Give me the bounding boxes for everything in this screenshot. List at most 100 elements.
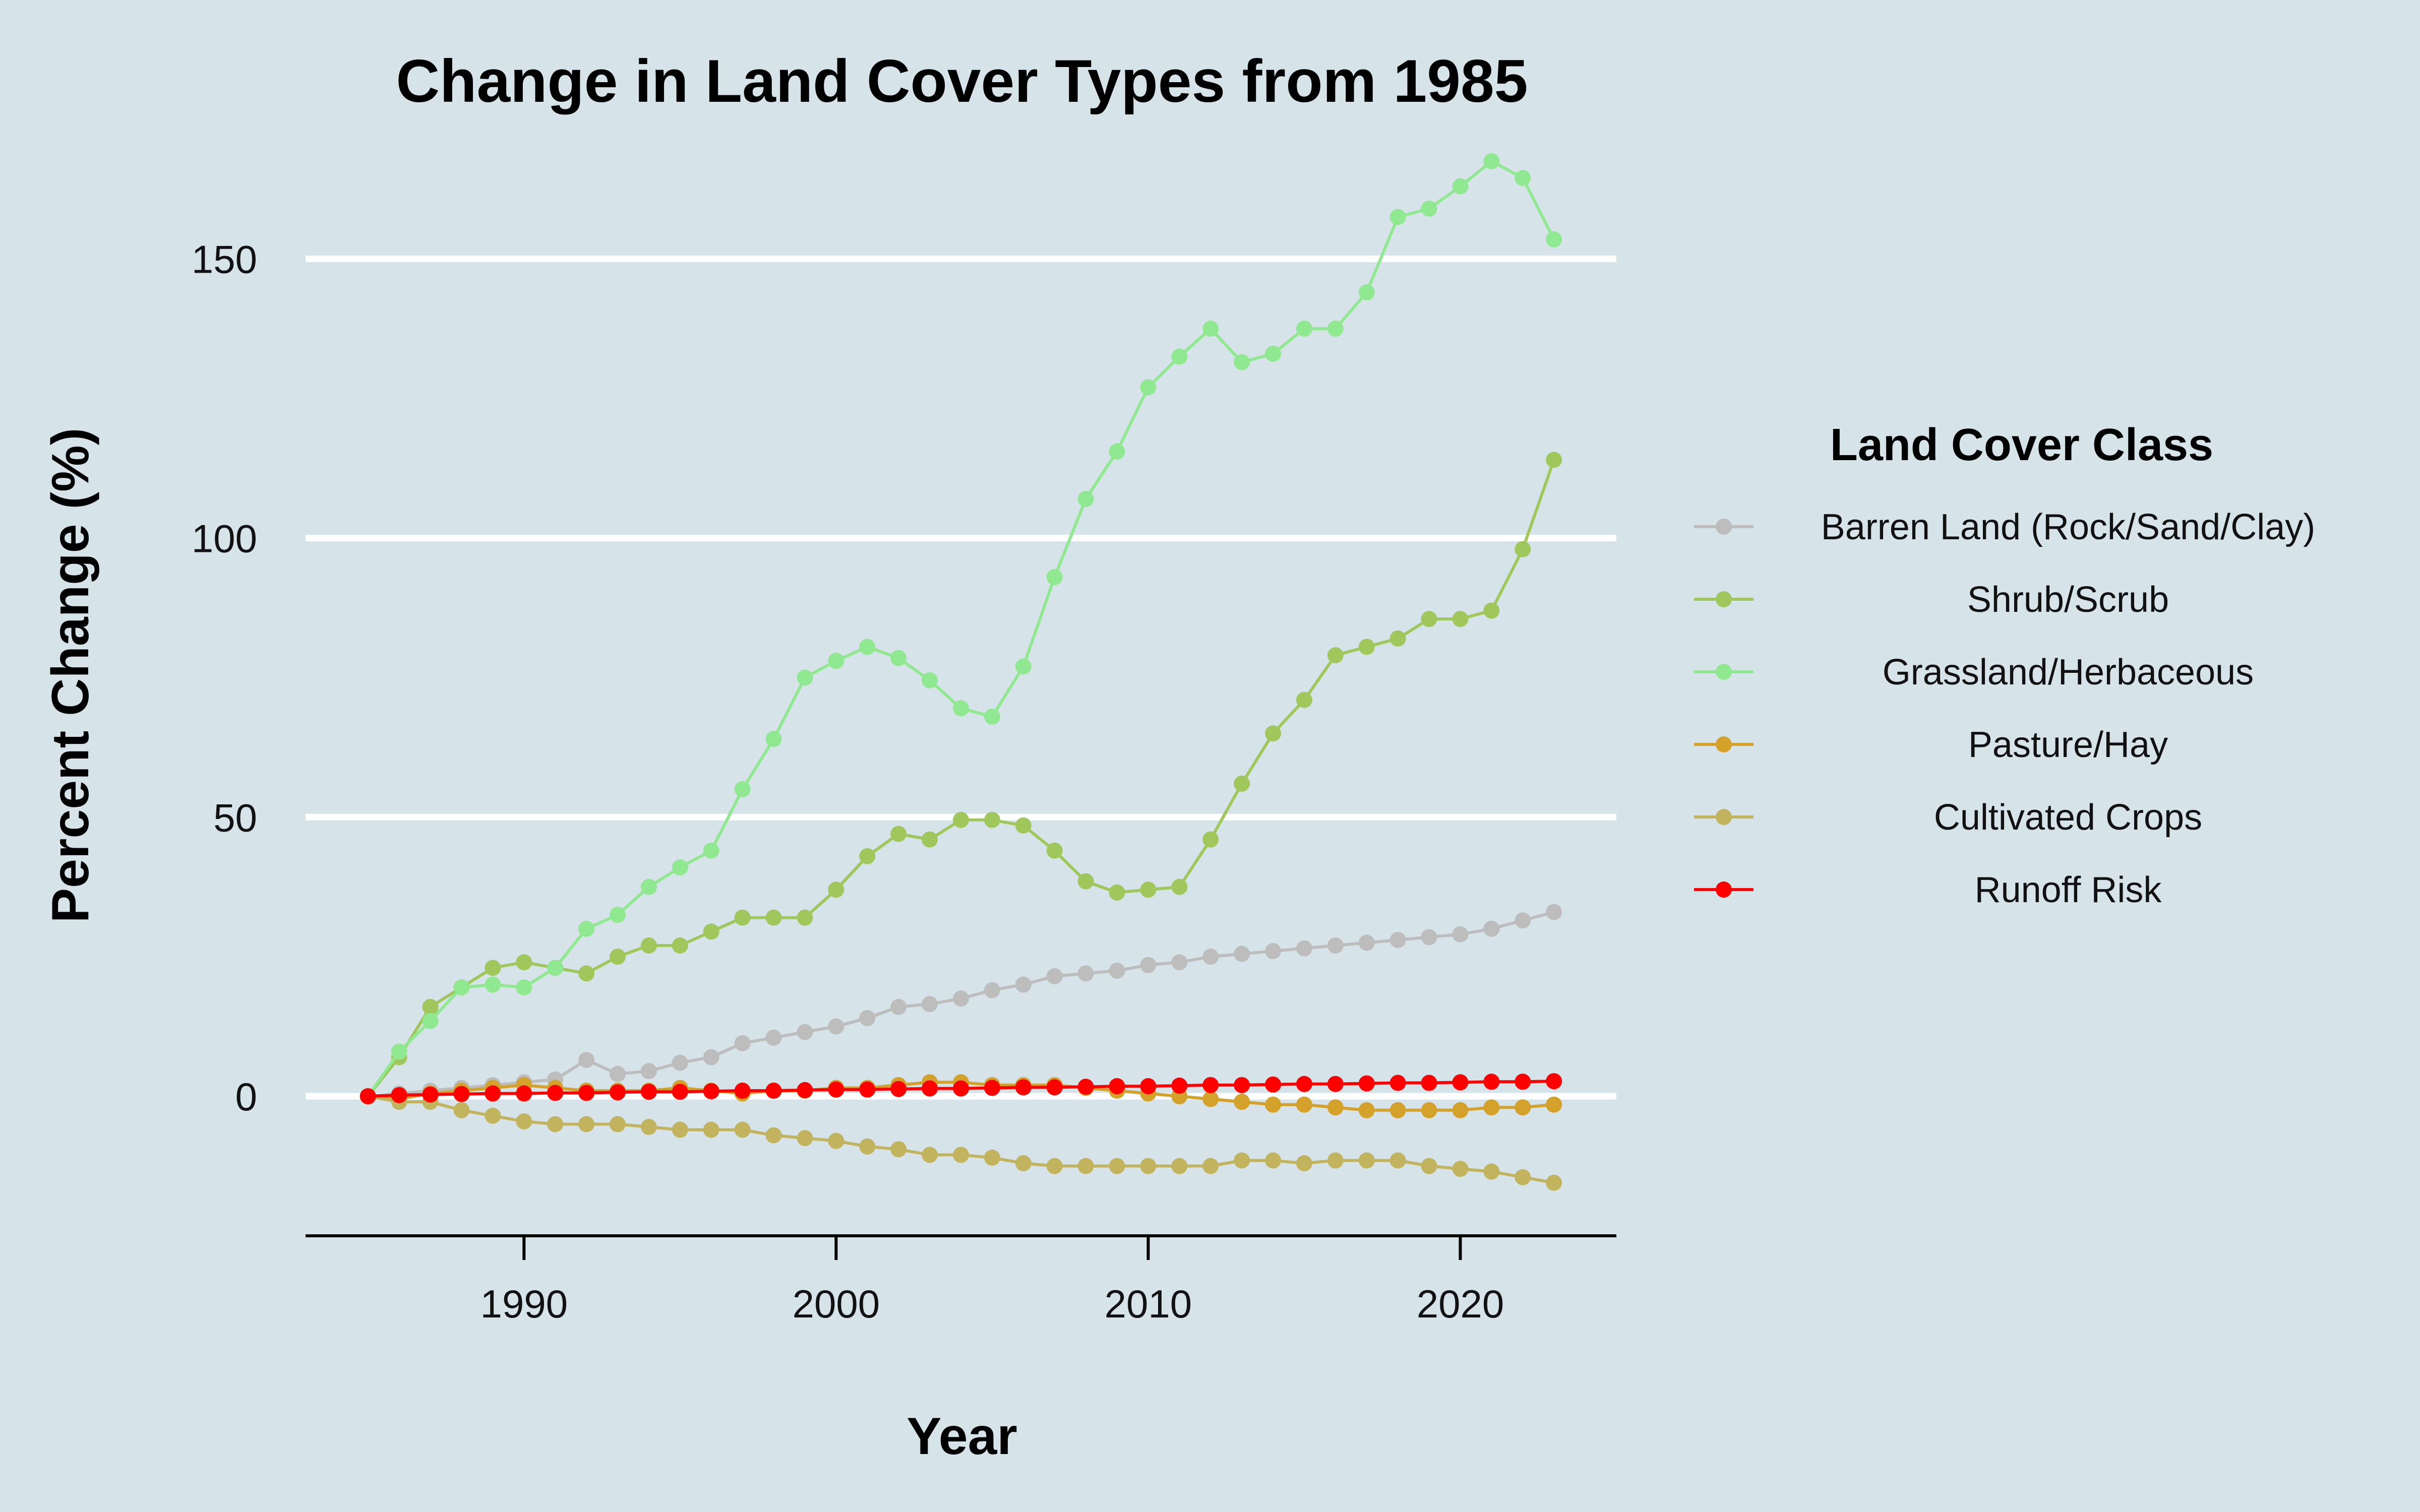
data-point (1452, 1074, 1469, 1091)
data-point (734, 1083, 751, 1099)
data-point (922, 831, 938, 848)
data-point (1296, 1096, 1312, 1113)
data-point (485, 960, 501, 976)
data-point (1546, 904, 1562, 920)
data-point (922, 1080, 938, 1097)
data-point (984, 982, 1000, 998)
data-point (859, 1010, 876, 1027)
data-point (453, 979, 470, 996)
data-point (1483, 602, 1500, 619)
data-point (1077, 490, 1094, 507)
data-point (610, 1065, 626, 1082)
data-point (922, 996, 938, 1013)
data-point (1234, 1077, 1250, 1093)
data-point (1389, 1152, 1406, 1169)
data-point (422, 998, 439, 1015)
data-point (1483, 153, 1500, 169)
data-point (1515, 541, 1531, 557)
data-point (1389, 931, 1406, 948)
data-point (1234, 1094, 1250, 1110)
data-point (890, 998, 907, 1015)
data-point (1015, 817, 1032, 834)
data-point (797, 1024, 813, 1040)
data-point (1202, 1158, 1219, 1174)
data-point (1171, 1078, 1188, 1094)
data-point (890, 826, 907, 842)
data-point (1421, 1102, 1437, 1118)
data-point (1358, 639, 1375, 655)
data-point (547, 1085, 564, 1101)
data-point (1077, 1158, 1094, 1174)
data-point (828, 1132, 844, 1149)
data-point (1234, 1152, 1250, 1169)
data-point (1140, 379, 1157, 396)
data-point (1202, 1077, 1219, 1093)
data-point (1327, 1152, 1344, 1169)
data-point (485, 1107, 501, 1124)
data-point (765, 1127, 782, 1144)
data-point (734, 909, 751, 926)
data-point (1515, 1074, 1531, 1090)
y-tick-label: 0 (235, 1075, 257, 1119)
data-point (1358, 1152, 1375, 1169)
data-point (703, 923, 719, 940)
data-point (610, 1084, 626, 1101)
data-point (610, 949, 626, 965)
data-point (1546, 1073, 1562, 1090)
data-point (1421, 611, 1437, 627)
data-point (1483, 1074, 1500, 1090)
data-point (422, 1013, 439, 1029)
y-tick-label: 150 (192, 237, 257, 282)
data-point (1171, 1158, 1188, 1174)
data-point (1358, 1102, 1375, 1118)
data-point (1234, 946, 1250, 962)
data-point (578, 1052, 595, 1068)
data-point (1452, 1102, 1469, 1118)
data-point (984, 1080, 1000, 1096)
legend-label: Barren Land (Rock/Sand/Clay) (1821, 507, 2315, 547)
data-point (610, 1116, 626, 1132)
data-point (1421, 1075, 1437, 1091)
series-group (359, 1073, 1562, 1105)
data-point (922, 1147, 938, 1163)
data-point (1421, 1158, 1437, 1174)
data-point (1358, 934, 1375, 951)
data-point (890, 1081, 907, 1097)
legend-label: Shrub/Scrub (1967, 580, 2169, 620)
y-axis-ticks: 0 50 100 150 (192, 237, 257, 1119)
data-point (1296, 691, 1312, 708)
data-point (859, 1138, 876, 1155)
legend-label: Cultivated Crops (1934, 797, 2202, 838)
data-point (859, 848, 876, 864)
data-point (1077, 873, 1094, 890)
x-axis-ticks: 1990 2000 2010 2020 (480, 1236, 1504, 1326)
data-point (1296, 940, 1312, 957)
data-point (1389, 209, 1406, 225)
legend-key-point (1716, 664, 1732, 680)
data-point (672, 1054, 688, 1071)
data-point (640, 1084, 657, 1100)
legend-label: Pasture/Hay (1968, 725, 2168, 765)
legend-key-point (1716, 591, 1732, 607)
data-point (1358, 284, 1375, 301)
data-point (1109, 1158, 1125, 1174)
data-point (672, 1084, 688, 1100)
data-point (797, 669, 813, 686)
data-point (1109, 1078, 1125, 1095)
data-point (1202, 1091, 1219, 1107)
data-point (640, 878, 657, 895)
y-tick-label: 100 (192, 516, 257, 560)
data-point (1546, 452, 1562, 468)
data-point (1046, 1079, 1063, 1096)
y-axis-title: Percent Change (%) (41, 428, 100, 923)
data-point (640, 1119, 657, 1136)
data-point (547, 1116, 564, 1132)
legend-key-point (1716, 809, 1732, 825)
data-point (1327, 647, 1344, 664)
data-point (1234, 354, 1250, 370)
data-point (797, 909, 813, 926)
data-point (1265, 725, 1282, 742)
data-point (890, 650, 907, 666)
data-point (1515, 1099, 1531, 1116)
data-point (1265, 1152, 1282, 1169)
